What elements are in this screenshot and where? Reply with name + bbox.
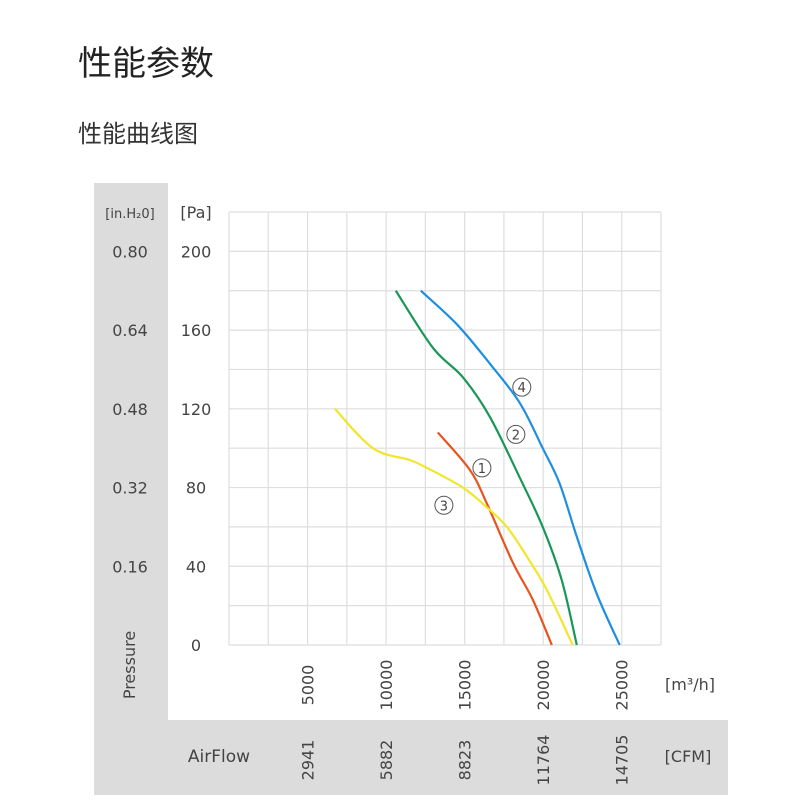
chart-subtitle: 性能曲线图 <box>78 120 198 148</box>
y-tick-label-pa: 200 <box>181 242 212 261</box>
x-tick-label-cfm: 2941 <box>299 740 318 781</box>
series-line-3 <box>334 408 574 646</box>
bottom-gray-band <box>94 720 728 795</box>
series-line-2 <box>394 290 578 646</box>
y-tick-label-inh2o: 0.32 <box>112 479 148 498</box>
series-label-4: 4 <box>518 381 526 396</box>
x-tick-label-cfm: 11764 <box>534 735 553 786</box>
series-marker-circle <box>472 458 492 478</box>
series-line-4 <box>420 289 621 646</box>
left-gray-band <box>94 183 168 795</box>
y-tick-label-pa: 80 <box>186 479 206 498</box>
y-tick-label-inh2o: 0.80 <box>112 242 148 261</box>
y-tick-label-pa: 40 <box>186 557 206 576</box>
grid <box>228 211 662 646</box>
y-tick-label-inh2o: 0.48 <box>112 400 148 419</box>
curves: 1 2 3 4 <box>334 289 621 646</box>
series-line-1 <box>436 431 553 646</box>
x-axis-label: AirFlow <box>188 747 250 767</box>
y-tick-label-pa: 120 <box>181 400 212 419</box>
x-tick-label-cfm: 8823 <box>456 740 475 781</box>
y-tick-label-inh2o: 0.16 <box>112 557 148 576</box>
labels: [in.H₂0] [Pa] Pressure [m³/h] AirFlow [C… <box>105 203 715 785</box>
series-marker-circle <box>434 495 454 515</box>
x-tick-label-m3h: 25000 <box>613 660 632 711</box>
x-unit-m3h: [m³/h] <box>665 675 715 694</box>
x-tick-label-m3h: 5000 <box>299 665 318 706</box>
y-tick-label-inh2o: 0.64 <box>112 321 148 340</box>
y-unit-pa: [Pa] <box>180 203 211 222</box>
y-tick-label-pa: 160 <box>181 321 212 340</box>
series-label-3: 3 <box>440 499 448 514</box>
series-marker-circle <box>512 377 532 397</box>
y-tick-label-pa: 0 <box>191 636 201 655</box>
x-tick-label-m3h: 15000 <box>456 660 475 711</box>
series-label-1: 1 <box>478 462 486 477</box>
x-unit-cfm: [CFM] <box>665 747 712 766</box>
series-marker-circle <box>506 424 526 444</box>
series-label-2: 2 <box>512 428 520 443</box>
y-axis-label: Pressure <box>120 631 139 699</box>
page-title: 性能参数 <box>78 44 214 84</box>
x-tick-label-cfm: 5882 <box>377 740 396 781</box>
x-tick-label-cfm: 14705 <box>613 735 632 786</box>
x-tick-label-m3h: 10000 <box>377 660 396 711</box>
x-tick-label-m3h: 20000 <box>534 660 553 711</box>
y-unit-inh2o: [in.H₂0] <box>105 207 154 222</box>
